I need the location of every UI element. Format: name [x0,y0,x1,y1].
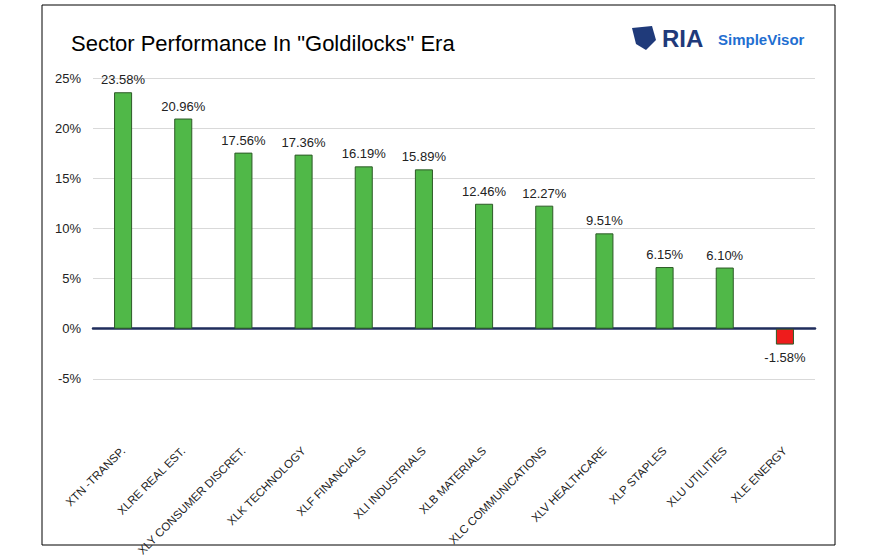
svg-text:16.19%: 16.19% [342,146,387,161]
svg-text:XLU UTILITIES: XLU UTILITIES [665,444,730,509]
svg-text:6.10%: 6.10% [706,248,743,263]
svg-text:XLV HEALTHCARE: XLV HEALTHCARE [529,444,609,524]
svg-text:XLK TECHNOLOGY: XLK TECHNOLOGY [225,444,308,527]
svg-text:17.56%: 17.56% [221,133,266,148]
svg-text:15.89%: 15.89% [402,149,447,164]
svg-text:XTN -TRANSP.: XTN -TRANSP. [63,445,127,509]
svg-text:23.58%: 23.58% [101,72,146,87]
svg-text:17.36%: 17.36% [282,135,327,150]
svg-text:XLRE REAL EST.: XLRE REAL EST. [115,444,188,517]
svg-text:XLP STAPLES: XLP STAPLES [607,444,669,506]
svg-text:12.27%: 12.27% [522,186,567,201]
svg-text:0%: 0% [62,321,81,336]
svg-text:SimpleVisor: SimpleVisor [718,31,805,48]
svg-text:XLI INDUSTRIALS: XLI INDUSTRIALS [352,444,429,521]
svg-text:15%: 15% [55,171,81,186]
svg-text:20%: 20% [55,121,81,136]
svg-text:-1.58%: -1.58% [764,350,806,365]
svg-text:XLF FINANCIALS: XLF FINANCIALS [294,444,368,519]
svg-text:XLB MATERIALS: XLB MATERIALS [417,444,489,516]
svg-text:XLY CONSUMER DISCRET.: XLY CONSUMER DISCRET. [136,445,248,557]
svg-text:-5%: -5% [58,371,82,386]
svg-text:20.96%: 20.96% [161,99,206,114]
svg-text:XLE ENERGY: XLE ENERGY [729,444,790,505]
svg-text:XLC COMMUNICATIONS: XLC COMMUNICATIONS [447,444,549,546]
svg-text:5%: 5% [62,271,81,286]
svg-text:12.46%: 12.46% [462,184,507,199]
svg-text:25%: 25% [55,71,81,86]
svg-text:9.51%: 9.51% [586,213,623,228]
svg-text:6.15%: 6.15% [646,247,683,262]
svg-text:10%: 10% [55,221,81,236]
svg-text:RIA: RIA [662,25,703,52]
svg-text:Sector Performance In "Goldilo: Sector Performance In "Goldilocks" Era [71,31,455,56]
